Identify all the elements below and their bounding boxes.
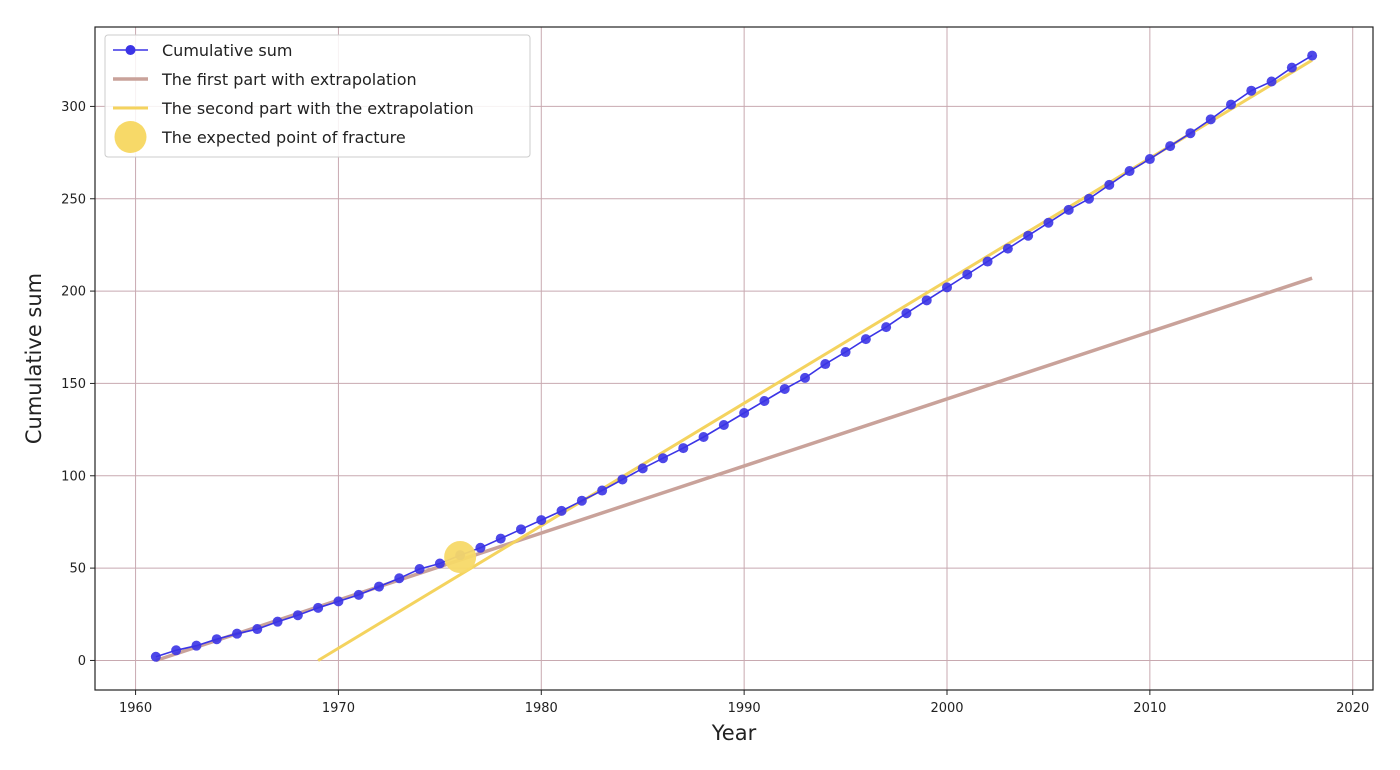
y-tick-label: 100 bbox=[61, 469, 86, 484]
cumulative-sum-point bbox=[1205, 114, 1216, 125]
cumulative-sum-point bbox=[495, 533, 506, 544]
cumulative-sum-point bbox=[1246, 85, 1257, 96]
legend: Cumulative sum The first part with extrap… bbox=[104, 34, 531, 158]
legend-label-second-part: The second part with the extrapolation bbox=[161, 99, 474, 118]
y-tick-label: 250 bbox=[61, 192, 86, 207]
y-tick-label: 200 bbox=[61, 285, 86, 300]
cumulative-sum-point bbox=[678, 443, 689, 454]
cumulative-sum-point bbox=[779, 383, 790, 394]
cumulative-sum-point bbox=[1307, 50, 1318, 61]
x-tick-label: 2000 bbox=[930, 701, 963, 716]
cumulative-sum-point bbox=[374, 581, 384, 592]
cumulative-sum-point bbox=[1144, 154, 1155, 165]
legend-box bbox=[104, 34, 531, 158]
cumulative-sum-point bbox=[576, 495, 587, 506]
cumulative-sum-point bbox=[1104, 179, 1115, 190]
cumulative-sum-point bbox=[232, 628, 242, 639]
cumulative-sum-point bbox=[516, 524, 526, 535]
first-part-line bbox=[155, 276, 1313, 663]
y-tick-label: 150 bbox=[61, 377, 86, 392]
y-tick-label: 50 bbox=[69, 562, 86, 577]
cumulative-sum-point bbox=[637, 463, 648, 474]
cumulative-sum-point bbox=[860, 334, 871, 345]
cumulative-sum-point bbox=[800, 372, 810, 383]
y-tick-label: 300 bbox=[61, 100, 86, 115]
cumulative-sum-point bbox=[1063, 204, 1074, 215]
cumulative-sum-point bbox=[942, 282, 952, 293]
cumulative-sum-point bbox=[1043, 217, 1054, 228]
x-tick-label: 1970 bbox=[322, 701, 355, 716]
y-tick-label: 0 bbox=[78, 654, 86, 669]
cumulative-sum-point bbox=[982, 256, 993, 267]
cumulative-sum-point bbox=[1165, 141, 1176, 152]
cumulative-sum-point bbox=[718, 419, 729, 430]
cumulative-sum-point bbox=[211, 634, 222, 645]
cumulative-sum-point bbox=[556, 505, 567, 516]
cumulative-sum-point bbox=[434, 558, 445, 569]
legend-label-fracture: The expected point of fracture bbox=[161, 128, 406, 147]
cumulative-sum-point bbox=[739, 407, 750, 418]
cumulative-sum-point bbox=[536, 515, 547, 526]
cumulative-sum-line bbox=[155, 54, 1313, 658]
cumulative-sum-point bbox=[1084, 193, 1094, 204]
cumulative-sum-point bbox=[617, 474, 628, 485]
cumulative-sum-point bbox=[840, 347, 851, 358]
grid bbox=[95, 27, 1373, 690]
cumulative-sum-point bbox=[414, 564, 425, 575]
x-axis-title: Year bbox=[711, 721, 757, 745]
cumulative-sum-point bbox=[901, 308, 912, 319]
cumulative-sum-point bbox=[394, 573, 405, 584]
cumulative-sum-point bbox=[820, 359, 831, 370]
axis-ticks: 1960 1970 1980 1990 2000 2010 2020 0 50 100 150 200… bbox=[61, 100, 1369, 716]
x-tick-label: 1960 bbox=[119, 701, 152, 716]
cumulative-sum-point bbox=[1023, 230, 1034, 241]
cumulative-sum-point bbox=[1124, 166, 1135, 177]
cumulative-sum-point bbox=[881, 322, 892, 333]
cumulative-sum-point bbox=[292, 610, 303, 621]
cumulative-sum-point bbox=[1286, 62, 1297, 73]
cumulative-sum-point bbox=[1185, 128, 1196, 139]
cumulative-sum-point bbox=[921, 295, 932, 306]
cumulative-sum-point bbox=[191, 640, 202, 651]
cumulative-sum-point bbox=[475, 542, 486, 553]
cumulative-sum-point bbox=[1266, 76, 1277, 87]
cumulative-sum-point bbox=[962, 269, 973, 280]
plot-series bbox=[150, 50, 1318, 663]
x-tick-label: 1990 bbox=[728, 701, 761, 716]
y-axis-title: Cumulative sum bbox=[22, 273, 46, 444]
cumulative-sum-point bbox=[597, 485, 608, 496]
cumulative-sum-point bbox=[1002, 243, 1013, 254]
legend-swatch-cumulative-marker bbox=[125, 45, 136, 55]
legend-label-cumulative: Cumulative sum bbox=[162, 41, 292, 60]
cumulative-sum-point bbox=[252, 624, 263, 635]
plot-frame bbox=[94, 26, 1374, 691]
legend-swatch-fracture bbox=[114, 121, 147, 153]
cumulative-sum-point bbox=[313, 602, 324, 613]
cumulative-sum-point bbox=[698, 431, 709, 442]
fracture-point bbox=[444, 541, 477, 574]
legend-label-first-part: The first part with extrapolation bbox=[161, 70, 417, 89]
cumulative-sum-point bbox=[272, 616, 283, 627]
x-tick-label: 1980 bbox=[525, 701, 558, 716]
cumulative-sum-point bbox=[1226, 99, 1236, 110]
x-tick-label: 2020 bbox=[1336, 701, 1369, 716]
cumulative-sum-point bbox=[759, 395, 770, 406]
cumulative-sum-point bbox=[171, 645, 182, 656]
cumulative-sum-point bbox=[658, 453, 668, 464]
cumulative-sum-point bbox=[150, 651, 161, 662]
x-tick-label: 2010 bbox=[1133, 701, 1166, 716]
cumulative-sum-point bbox=[353, 589, 364, 600]
cumulative-sum-point bbox=[333, 596, 344, 607]
